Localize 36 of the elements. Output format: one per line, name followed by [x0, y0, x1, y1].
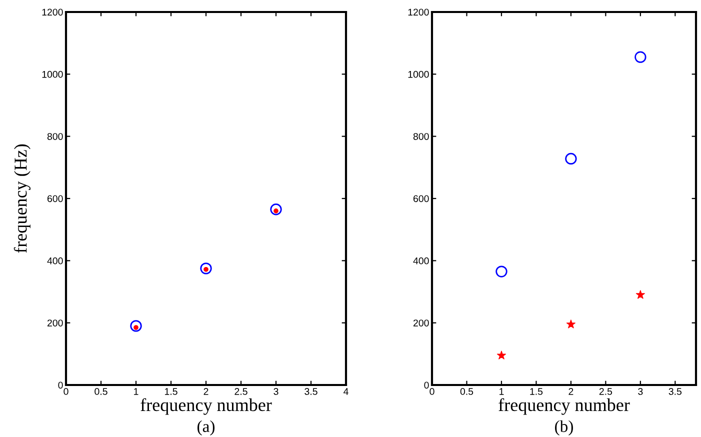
x-tick-label: 3.5 — [668, 388, 682, 395]
x-tick-label: 3 — [638, 388, 643, 395]
text: (a) — [197, 420, 215, 436]
y-tick-label: 1200 — [42, 8, 63, 16]
y-tick-label: 200 — [47, 320, 63, 326]
y-tick-label: 0 — [424, 382, 429, 389]
y-tick-label: 600 — [413, 195, 429, 202]
x-tick-label: 0 — [64, 388, 68, 395]
x-tick-label: 3 — [274, 388, 278, 395]
y-tick-label: 400 — [47, 257, 63, 264]
x-tick-label: 3.5 — [304, 388, 318, 395]
y-tick-label: 200 — [413, 320, 429, 326]
x-tick-label: 0 — [430, 388, 434, 395]
y-tick-label: 800 — [413, 133, 429, 140]
x-tick-label: 1 — [500, 388, 504, 395]
x-tick-label: 2.5 — [234, 388, 248, 395]
y-tick-label: 1000 — [42, 70, 63, 78]
x-tick-label: 0.5 — [460, 388, 474, 395]
y-tick-label: 1000 — [408, 70, 429, 78]
y-tick-label: 1200 — [408, 8, 429, 16]
y-tick-label: 600 — [47, 195, 63, 202]
x-tick-label: 2.5 — [599, 388, 612, 395]
x-tick-label: 2 — [204, 388, 208, 395]
text: (b) — [555, 420, 573, 436]
x-tick-label: 2 — [568, 388, 574, 395]
x-tick-label: 1.5 — [164, 388, 178, 395]
x-tick-label: 4 — [344, 388, 348, 395]
y-axis-title: frequency (Hz) — [14, 144, 30, 253]
x-tick-label: 0.5 — [94, 388, 108, 395]
x-axis-title: frequency number — [498, 398, 630, 415]
x-tick-label: 1 — [134, 388, 138, 395]
y-tick-label: 400 — [413, 257, 429, 264]
y-tick-label: 0 — [58, 382, 63, 389]
x-axis-title: frequency number — [140, 398, 272, 415]
y-tick-label: 800 — [47, 133, 63, 140]
x-tick-label: 1.5 — [530, 388, 543, 395]
